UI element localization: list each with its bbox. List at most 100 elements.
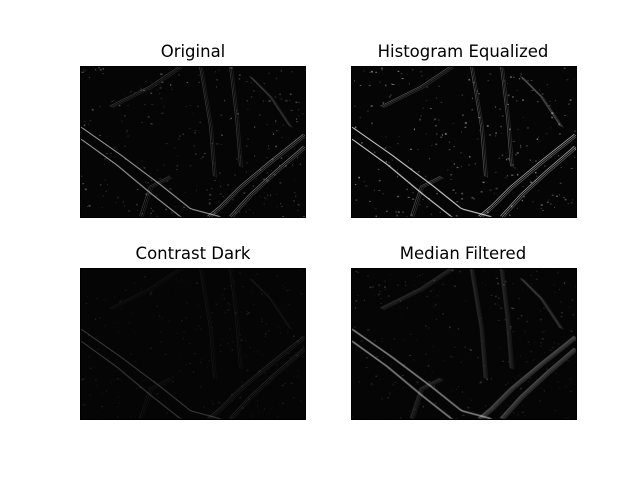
edge-speckle	[356, 271, 359, 273]
edge-speckle	[246, 418, 248, 419]
edge-speckle	[536, 138, 539, 141]
edge-speckle	[240, 339, 243, 341]
edge-speckle	[435, 117, 437, 120]
edge-speckle	[370, 70, 373, 73]
edge-speckle	[456, 389, 458, 390]
edge-speckle	[359, 84, 362, 86]
edge-speckle	[118, 104, 121, 107]
edge-speckle	[261, 320, 263, 323]
edge-speckle	[246, 310, 248, 312]
edge-speckle	[101, 393, 103, 395]
edge-speckle	[428, 381, 431, 383]
edge-speckle	[105, 71, 107, 73]
edge-line	[499, 269, 512, 369]
edge-speckle	[245, 145, 248, 147]
edge-speckle	[277, 416, 279, 418]
edge-speckle	[465, 300, 466, 302]
edge-speckle	[388, 96, 391, 98]
edge-speckle	[427, 365, 430, 367]
edge-speckle	[538, 399, 541, 402]
edge-speckle	[360, 340, 363, 342]
edge-speckle	[493, 192, 495, 195]
edge-speckle	[574, 156, 576, 158]
edge-speckle	[192, 404, 193, 405]
edge-speckle	[289, 289, 291, 291]
edge-speckle	[453, 146, 455, 148]
edge-speckle	[102, 195, 105, 197]
edge-speckle	[231, 349, 234, 351]
edge-speckle	[295, 121, 298, 123]
edge-speckle	[520, 355, 521, 357]
edge-speckle	[151, 104, 154, 106]
edge-speckle	[447, 169, 449, 171]
edge-speckle	[252, 393, 254, 396]
edge-speckle	[495, 295, 497, 297]
edge-speckle	[122, 201, 124, 203]
edge-speckle	[440, 101, 443, 103]
edge-speckle	[212, 403, 214, 405]
edge-speckle	[378, 179, 381, 182]
edge-speckle	[139, 416, 142, 418]
edge-line	[410, 175, 441, 217]
edge-speckle	[105, 190, 107, 193]
edge-speckle	[246, 391, 247, 393]
edge-speckle	[265, 198, 267, 200]
edge-speckle	[486, 125, 489, 127]
edge-speckle	[209, 193, 212, 196]
edge-speckle	[224, 99, 226, 102]
edge-speckle	[287, 352, 290, 354]
edge-speckle	[449, 415, 450, 417]
edge-speckle	[276, 193, 278, 195]
edge-line	[413, 379, 444, 419]
edge-speckle	[460, 152, 462, 154]
edge-speckle	[530, 350, 532, 353]
edge-line	[482, 136, 576, 217]
edge-speckle	[189, 105, 191, 106]
edge-speckle	[172, 380, 175, 383]
edge-speckle	[149, 172, 151, 174]
edge-line	[353, 341, 454, 419]
edge-line	[521, 76, 563, 128]
edge-image-dark-svg	[81, 269, 305, 419]
edge-speckle	[268, 329, 270, 332]
edge-speckle	[522, 117, 524, 118]
edge-speckle	[535, 378, 538, 380]
edge-speckle	[208, 199, 212, 200]
edge-speckle	[487, 80, 489, 82]
edge-speckle	[451, 390, 454, 391]
edge-line	[249, 75, 290, 127]
edge-speckle	[429, 108, 432, 109]
edge-speckle	[245, 340, 247, 342]
edge-speckle	[521, 411, 524, 413]
edge-speckle	[239, 334, 242, 336]
edge-speckle	[441, 177, 443, 179]
edge-line	[521, 278, 563, 330]
edge-speckle	[460, 361, 462, 364]
edge-speckle	[529, 377, 532, 380]
edge-speckle	[516, 89, 518, 91]
edge-speckle	[227, 309, 230, 311]
edge-speckle	[413, 289, 415, 291]
edge-speckle	[160, 98, 163, 100]
edge-image-original-svg	[81, 67, 305, 217]
edge-speckle	[500, 307, 503, 310]
edge-speckle	[292, 376, 293, 377]
edge-speckle	[281, 384, 284, 387]
edge-speckle	[570, 201, 573, 204]
edge-speckle	[413, 409, 416, 410]
edge-speckle	[400, 214, 402, 216]
edge-speckle	[512, 331, 515, 333]
edge-speckle	[389, 392, 391, 394]
edge-speckle	[419, 403, 421, 405]
edge-line	[81, 126, 222, 217]
edge-speckle	[180, 320, 183, 322]
edge-speckle	[144, 276, 146, 278]
edge-speckle	[540, 342, 542, 344]
edge-line	[82, 127, 221, 217]
edge-speckle	[506, 178, 508, 180]
edge-speckle	[276, 364, 278, 366]
edge-speckle	[247, 108, 249, 110]
edge-speckle	[246, 100, 248, 102]
edge-speckle	[165, 143, 168, 145]
edge-speckle	[522, 99, 524, 101]
